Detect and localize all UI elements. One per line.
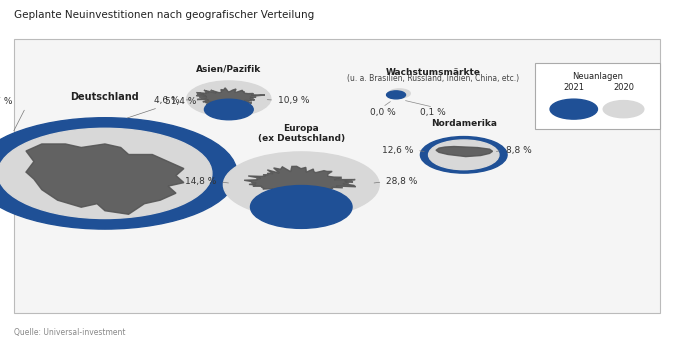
Circle shape: [223, 152, 379, 218]
Text: 28,8 %: 28,8 %: [386, 177, 417, 186]
Text: Asien/Pazifik: Asien/Pazifik: [196, 65, 261, 74]
Text: Quelle: Universal-investment: Quelle: Universal-investment: [14, 328, 125, 337]
Circle shape: [420, 137, 507, 173]
Circle shape: [389, 89, 410, 98]
FancyBboxPatch shape: [14, 39, 660, 313]
Circle shape: [250, 186, 352, 228]
Text: Deutschland: Deutschland: [70, 92, 139, 102]
Circle shape: [0, 128, 212, 219]
Circle shape: [429, 140, 499, 170]
Text: 0,1 %: 0,1 %: [420, 108, 446, 117]
Circle shape: [550, 99, 598, 119]
Text: Nordamerika: Nordamerika: [431, 119, 497, 128]
Text: 0,0 %: 0,0 %: [370, 108, 395, 117]
Text: 61,7 %: 61,7 %: [0, 97, 12, 106]
Text: 8,8 %: 8,8 %: [506, 146, 531, 155]
Text: Geplante Neuinvestitionen nach geografischer Verteilung: Geplante Neuinvestitionen nach geografis…: [14, 10, 314, 20]
Circle shape: [603, 101, 644, 118]
Text: 51,4 %: 51,4 %: [165, 97, 196, 106]
Polygon shape: [26, 144, 184, 214]
Text: 14,8 %: 14,8 %: [185, 177, 217, 186]
Text: (u. a. Brasilien, Russland, Indien, China, etc.): (u. a. Brasilien, Russland, Indien, Chin…: [347, 73, 519, 83]
Text: Wachstumsmärkte: Wachstumsmärkte: [386, 68, 481, 77]
Text: 12,6 %: 12,6 %: [383, 146, 414, 155]
Text: Europa
(ex Deutschland): Europa (ex Deutschland): [258, 124, 345, 143]
Circle shape: [204, 99, 253, 120]
Text: 2021: 2021: [563, 83, 584, 92]
Circle shape: [387, 91, 406, 99]
Polygon shape: [196, 88, 265, 105]
Circle shape: [0, 118, 237, 229]
Text: 4,6 %: 4,6 %: [154, 96, 180, 105]
Polygon shape: [244, 166, 355, 197]
Text: Neuanlagen: Neuanlagen: [572, 72, 623, 81]
FancyBboxPatch shape: [535, 64, 660, 129]
Text: 2020: 2020: [613, 83, 634, 92]
Circle shape: [187, 81, 271, 116]
Text: 10,9 %: 10,9 %: [278, 96, 309, 105]
Polygon shape: [436, 147, 493, 157]
